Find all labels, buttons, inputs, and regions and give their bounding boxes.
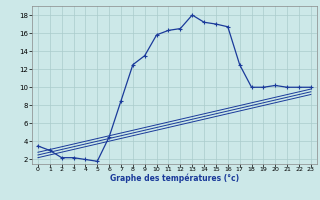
X-axis label: Graphe des températures (°c): Graphe des températures (°c) — [110, 174, 239, 183]
